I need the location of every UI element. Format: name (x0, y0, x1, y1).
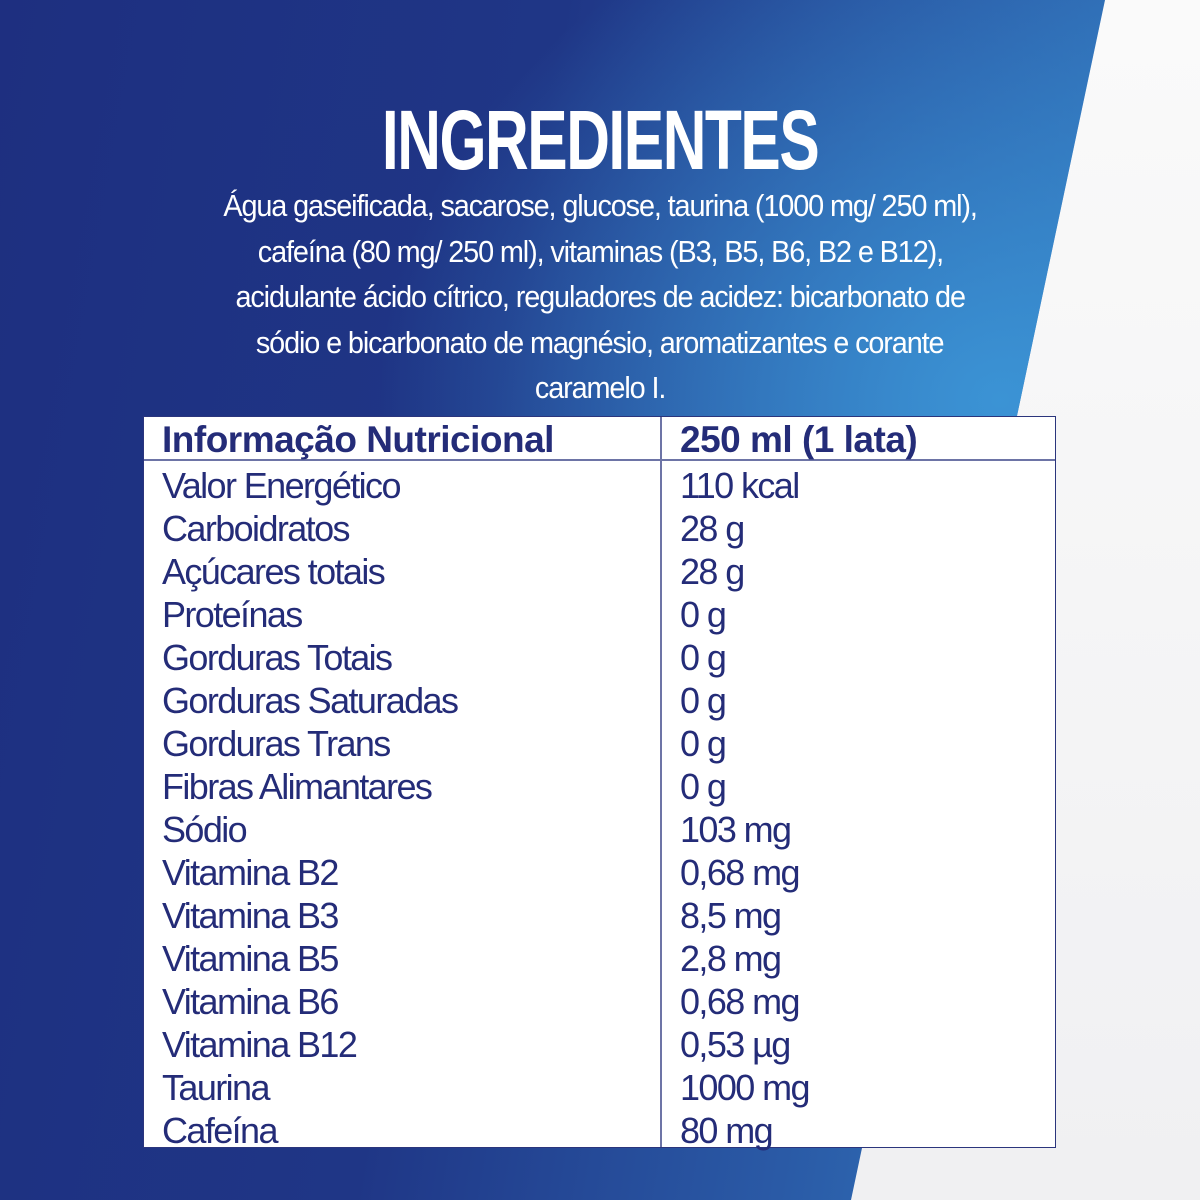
table-row: Vitamina B5 2,8 mg (144, 937, 1055, 980)
table-row: Gorduras Trans 0 g (144, 722, 1055, 765)
nutrient-name: Gorduras Saturadas (162, 680, 459, 721)
ingredients-text: Água gaseificada, sacarose, glucose, tau… (0, 183, 1200, 411)
ingredients-line: caramelo I. (534, 370, 666, 405)
header-divider (144, 459, 1055, 461)
nutrient-value: 28 g (680, 508, 745, 549)
nutrient-value: 8,5 mg (680, 895, 782, 936)
table-row: Vitamina B12 0,53 µg (144, 1023, 1055, 1066)
table-row: Açúcares totais 28 g (144, 550, 1055, 593)
header-nutrition-info: Informação Nutricional (162, 419, 554, 460)
nutrient-value: 103 mg (680, 809, 792, 850)
nutrition-rows: Valor Energético 110 kcal Carboidratos 28 g… (144, 464, 1055, 1152)
table-row: Sódio 103 mg (144, 808, 1055, 851)
table-row: Cafeína 80 mg (144, 1109, 1055, 1152)
nutrient-value: 110 kcal (680, 465, 800, 506)
table-row: Gorduras Saturadas 0 g (144, 679, 1055, 722)
nutrient-name: Valor Energético (162, 465, 401, 506)
nutrient-name: Cafeína (162, 1110, 278, 1151)
table-row: Vitamina B6 0,68 mg (144, 980, 1055, 1023)
nutrient-value: 0,53 µg (680, 1024, 791, 1065)
table-row: Fibras Alimantares 0 g (144, 765, 1055, 808)
ingredients-line: sódio e bicarbonato de magnésio, aromati… (256, 324, 945, 360)
column-divider (660, 417, 662, 1147)
table-row: Taurina 1000 mg (144, 1066, 1055, 1109)
nutrient-name: Proteínas (162, 594, 303, 635)
table-row: Proteínas 0 g (144, 593, 1055, 636)
nutrient-name: Vitamina B2 (162, 852, 339, 893)
nutrient-name: Taurina (162, 1067, 270, 1108)
nutrient-value: 0 g (680, 594, 727, 635)
header-serving: 250 ml (1 lata) (680, 419, 918, 460)
table-row: Vitamina B3 8,5 mg (144, 894, 1055, 937)
nutrient-value: 1000 mg (680, 1067, 811, 1108)
nutrient-name: Carboidratos (162, 508, 351, 549)
table-row: Valor Energético 110 kcal (144, 464, 1055, 507)
nutrient-value: 0 g (680, 766, 727, 807)
ingredients-line: acidulante ácido cítrico, reguladores de… (235, 279, 966, 314)
nutrient-name: Açúcares totais (162, 551, 386, 592)
nutrient-value: 0 g (680, 723, 727, 764)
ingredients-line: Água gaseificada, sacarose, glucose, tau… (223, 188, 978, 223)
nutrient-value: 2,8 mg (680, 938, 782, 979)
nutrient-name: Gorduras Trans (162, 723, 391, 764)
nutrient-name: Vitamina B5 (162, 938, 339, 979)
nutrient-value: 0,68 mg (680, 981, 800, 1022)
nutrient-value: 0 g (680, 637, 727, 678)
nutrient-value: 28 g (680, 551, 745, 592)
nutrition-table: Informação Nutricional 250 ml (1 lata) V… (143, 416, 1056, 1151)
ingredients-line: cafeína (80 mg/ 250 ml), vitaminas (B3, … (257, 233, 943, 269)
nutrient-name: Vitamina B12 (162, 1024, 358, 1065)
nutrient-name: Vitamina B6 (162, 981, 339, 1022)
nutrient-name: Vitamina B3 (162, 895, 339, 936)
table-row: Vitamina B2 0,68 mg (144, 851, 1055, 894)
nutrient-name: Gorduras Totais (162, 637, 393, 678)
nutrient-value: 80 mg (680, 1110, 774, 1151)
nutrient-name: Sódio (162, 809, 248, 850)
page-title: INGREDIENTES (381, 93, 820, 187)
nutrient-value: 0 g (680, 680, 727, 721)
table-row: Gorduras Totais 0 g (144, 636, 1055, 679)
nutrient-name: Fibras Alimantares (162, 766, 433, 807)
table-row: Carboidratos 28 g (144, 507, 1055, 550)
nutrient-value: 0,68 mg (680, 852, 800, 893)
